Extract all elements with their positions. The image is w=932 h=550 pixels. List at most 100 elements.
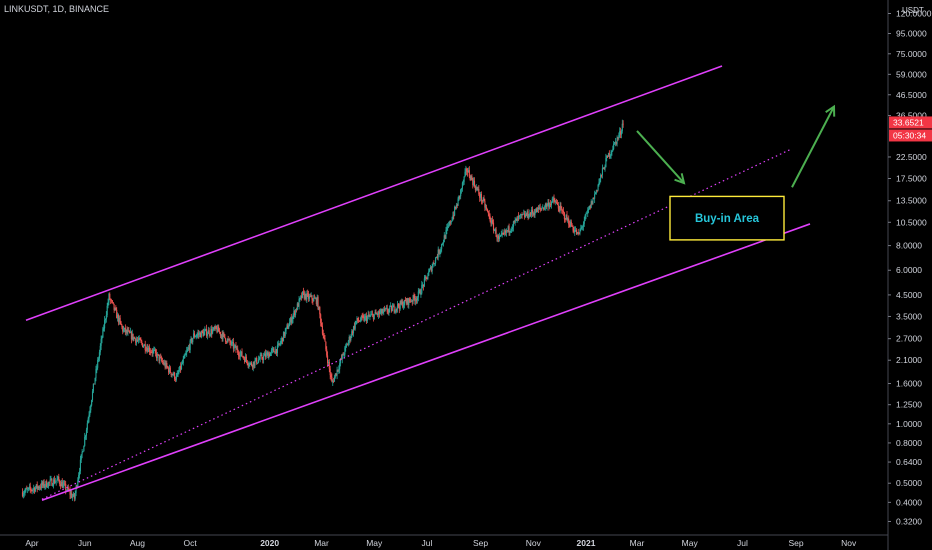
candle-body [26,488,28,490]
candle-body [168,367,170,373]
candle-body [286,325,288,328]
candle-body [249,363,251,366]
candle-body [537,207,539,213]
time-tick-label: Sep [473,538,488,548]
candle-body [301,295,303,298]
candle-body [209,334,211,336]
candle-body [516,218,518,221]
candle-body [149,351,151,353]
candle-body [430,266,432,272]
candle-body [284,330,286,337]
candle-body [376,313,378,315]
candle-body [84,436,86,446]
candle-body [394,311,396,313]
price-tick-label: 17.5000 [896,174,927,184]
channel-upper-line[interactable] [25,65,723,321]
channel-lower-line[interactable] [41,223,811,501]
time-tick-label: Nov [841,538,857,548]
candle-body [111,300,113,303]
candle-body [480,194,482,201]
candle-body [359,321,361,322]
candle-body [481,200,483,202]
candle-body [448,221,450,226]
candle-body [378,311,380,314]
candle-body [222,332,224,339]
candle-body [137,340,139,341]
down-arrow[interactable] [636,130,685,184]
candle-body [596,189,598,191]
candle-body [301,291,304,298]
candle-body [501,233,503,234]
candle-body [349,336,351,340]
candle-body [435,257,438,258]
candle-body [508,226,510,233]
candle-body [85,429,87,436]
candle-body [178,371,180,374]
candle-body [99,345,101,353]
candle-body [223,332,225,335]
candle-body [140,339,142,342]
candle-body [524,213,526,218]
candle-body [434,263,436,265]
candle-body [308,293,310,299]
candle-body [586,212,588,214]
candle-body [169,367,171,373]
candle-body [465,168,467,172]
candle-body [537,207,540,210]
candle-body [602,168,604,169]
candle-body [428,271,430,276]
candle-body [505,230,508,233]
candle-body [319,307,321,315]
candle-body [598,182,600,185]
candle-body [94,378,96,384]
candle-body [190,338,192,341]
candle-body [260,354,262,356]
candle-body [206,329,208,336]
candle-body [46,481,48,488]
candle-body [385,308,387,309]
candle-body [383,308,385,312]
candle-body [575,229,577,231]
candle-body [454,207,457,209]
candle-body [358,320,360,322]
candle-body [43,481,45,487]
candle-body [227,339,229,340]
candle-body [267,352,269,359]
candle-body [554,200,556,203]
down-arrow-head [674,173,686,185]
candle-body [527,211,529,218]
candle-body [403,305,405,308]
candle-body [612,149,614,151]
candle-body [496,236,498,239]
candle-body [150,351,152,353]
candle-body [371,314,373,315]
candle-body [47,482,49,487]
candle-body [199,332,202,338]
candle-body [565,214,567,220]
candle-body [511,227,514,230]
candle-body [562,211,565,213]
candle-body [620,131,622,135]
candle-body [564,218,566,220]
candle-body [44,485,46,487]
candle-body [294,311,296,316]
candle-body [369,315,371,317]
candle-body [346,344,349,346]
candle-body [269,353,271,356]
candle-body [522,214,524,215]
time-tick-label: Sep [788,538,803,548]
candle-body [473,180,475,185]
candle-body [192,338,194,343]
candle-body [165,362,167,368]
candle-body [325,341,327,350]
chart-title: LINKUSDT, 1D, BINANCE [4,4,110,14]
candle-body [129,330,131,334]
candle-body [272,348,274,350]
buy-in-area-box[interactable] [669,195,785,241]
candle-body [299,297,301,300]
candle-body [417,291,419,298]
up-arrow[interactable] [791,106,835,188]
candle-body [83,445,85,452]
candle-body [460,189,462,197]
